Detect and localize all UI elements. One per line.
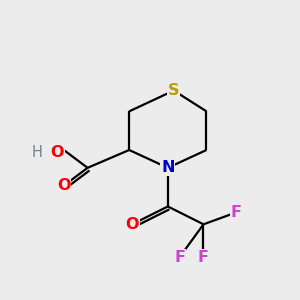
Text: H: H	[32, 146, 43, 160]
Text: F: F	[174, 250, 185, 265]
Text: O: O	[57, 178, 70, 193]
Text: O: O	[50, 146, 64, 160]
Text: F: F	[231, 205, 242, 220]
Text: N: N	[161, 160, 175, 175]
Text: O: O	[125, 217, 139, 232]
Text: S: S	[168, 83, 179, 98]
Text: F: F	[198, 250, 209, 265]
